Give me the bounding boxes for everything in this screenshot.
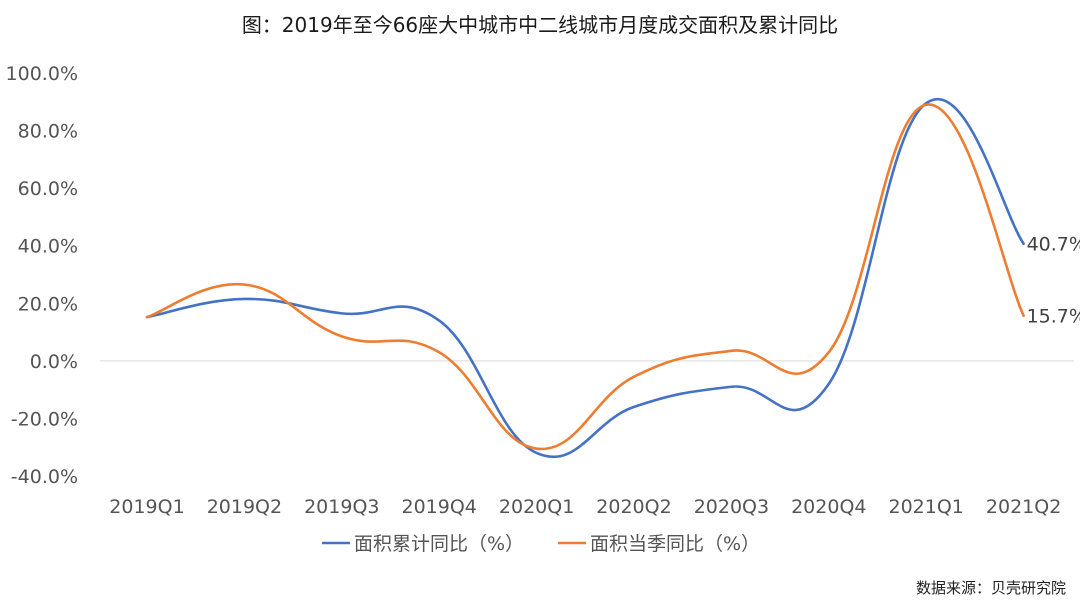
data-point xyxy=(634,406,635,407)
data-point xyxy=(1023,315,1024,316)
data-point xyxy=(1023,243,1024,244)
source-note: 数据来源：贝壳研究院 xyxy=(916,579,1066,597)
y-tick-label: 20.0% xyxy=(18,293,78,315)
data-point xyxy=(828,352,829,353)
data-point xyxy=(536,452,537,453)
data-point xyxy=(244,284,245,285)
x-tick-label: 2020Q1 xyxy=(499,496,574,518)
data-point xyxy=(341,336,342,337)
end-data-label: 40.7% xyxy=(1027,234,1080,256)
y-tick-label: -20.0% xyxy=(11,408,78,430)
data-point xyxy=(828,383,829,384)
x-tick-label: 2020Q4 xyxy=(791,496,866,518)
x-tick-label: 2019Q3 xyxy=(304,496,379,518)
data-point xyxy=(439,320,440,321)
data-point xyxy=(634,376,635,377)
x-tick-label: 2019Q2 xyxy=(207,496,282,518)
legend: 面积累计同比（%） 面积当季同比（%） xyxy=(322,533,760,555)
data-point xyxy=(731,350,732,351)
y-tick-label: 80.0% xyxy=(18,121,78,143)
data-point xyxy=(244,298,245,299)
x-tick-label: 2020Q3 xyxy=(694,496,769,518)
x-tick-label: 2021Q1 xyxy=(888,496,963,518)
x-axis: 2019Q1 2019Q2 2019Q3 2019Q4 2020Q1 2020Q2 2020… xyxy=(109,496,1061,518)
data-point xyxy=(536,448,537,449)
series-layer: 40.7% 15.7% xyxy=(145,98,1080,459)
data-point xyxy=(439,352,440,353)
x-tick-label: 2020Q2 xyxy=(596,496,671,518)
legend-label: 面积当季同比（%） xyxy=(590,533,760,555)
data-point xyxy=(341,313,342,314)
end-data-label: 15.7% xyxy=(1027,306,1080,328)
data-point xyxy=(926,104,927,105)
y-tick-label: 0.0% xyxy=(30,351,78,373)
x-tick-label: 2019Q4 xyxy=(401,496,476,518)
y-tick-label: 60.0% xyxy=(18,178,78,200)
data-point xyxy=(731,386,732,387)
series-line-1 xyxy=(145,98,1025,459)
legend-label: 面积累计同比（%） xyxy=(354,533,524,555)
x-tick-label: 2019Q1 xyxy=(109,496,184,518)
y-tick-label: 100.0% xyxy=(6,63,78,85)
y-axis: -40.0% -20.0% 0.0% 20.0% 40.0% 60.0% 80.0% 100.… xyxy=(6,63,78,488)
y-tick-label: 40.0% xyxy=(18,236,78,258)
data-point xyxy=(147,317,148,318)
series-line-2 xyxy=(145,103,1025,451)
x-tick-label: 2021Q2 xyxy=(986,496,1061,518)
y-tick-label: -40.0% xyxy=(11,466,78,488)
chart-title: 图：2019年至今66座大中城市中二线城市月度成交面积及累计同比 xyxy=(242,13,838,37)
